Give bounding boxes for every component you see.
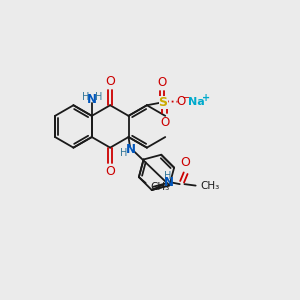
Text: S: S bbox=[159, 96, 168, 109]
Text: H: H bbox=[95, 92, 103, 102]
Text: Na: Na bbox=[188, 97, 205, 107]
Text: O: O bbox=[177, 95, 186, 108]
Text: CH₃: CH₃ bbox=[201, 181, 220, 190]
Text: O: O bbox=[105, 165, 115, 178]
Text: O: O bbox=[157, 76, 166, 89]
Text: H: H bbox=[82, 92, 89, 102]
Text: N: N bbox=[87, 93, 97, 106]
Text: CH₃: CH₃ bbox=[151, 182, 170, 192]
Text: +: + bbox=[202, 93, 210, 103]
Text: H: H bbox=[164, 171, 171, 181]
Text: −: − bbox=[182, 93, 191, 103]
Text: O: O bbox=[160, 116, 169, 128]
Text: N: N bbox=[126, 142, 136, 156]
Text: H: H bbox=[120, 148, 127, 158]
Text: N: N bbox=[164, 176, 174, 189]
Text: O: O bbox=[181, 156, 190, 170]
Text: O: O bbox=[105, 75, 115, 88]
